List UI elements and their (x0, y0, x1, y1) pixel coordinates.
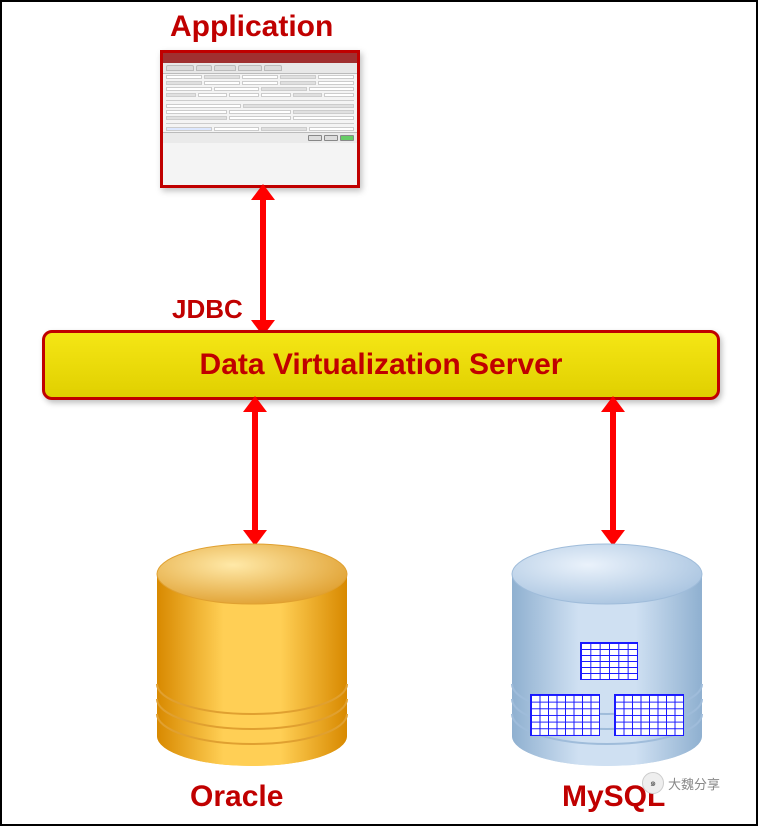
application-title: Application (170, 10, 333, 44)
oracle-label: Oracle (190, 780, 283, 814)
diagram-canvas: Application JDBC (0, 0, 758, 826)
watermark-text: 大魏分享 (668, 774, 720, 793)
oracle-database-icon (147, 534, 357, 776)
arrow-app-to-dv (260, 198, 266, 322)
data-virtualization-server: Data Virtualization Server (42, 330, 720, 400)
app-body (163, 74, 357, 132)
arrow-dv-to-oracle (252, 410, 258, 532)
mysql-table-icon (530, 694, 600, 736)
watermark-icon: ๑ (642, 772, 664, 794)
app-tab (238, 65, 262, 71)
dv-server-label: Data Virtualization Server (200, 348, 563, 382)
app-footer-btn (340, 135, 354, 141)
app-tab (166, 65, 194, 71)
app-footer-btn (324, 135, 338, 141)
app-footer (163, 132, 357, 143)
application-window (160, 50, 360, 188)
app-tab (196, 65, 212, 71)
app-titlebar (163, 53, 357, 63)
mysql-table-icon (614, 694, 684, 736)
watermark: ๑ 大魏分享 (642, 772, 720, 794)
app-tab (214, 65, 236, 71)
mysql-table-icon (580, 642, 638, 680)
app-footer-btn (308, 135, 322, 141)
jdbc-label: JDBC (172, 294, 243, 325)
arrow-dv-to-mysql (610, 410, 616, 532)
app-tabs (163, 63, 357, 74)
app-tab (264, 65, 282, 71)
